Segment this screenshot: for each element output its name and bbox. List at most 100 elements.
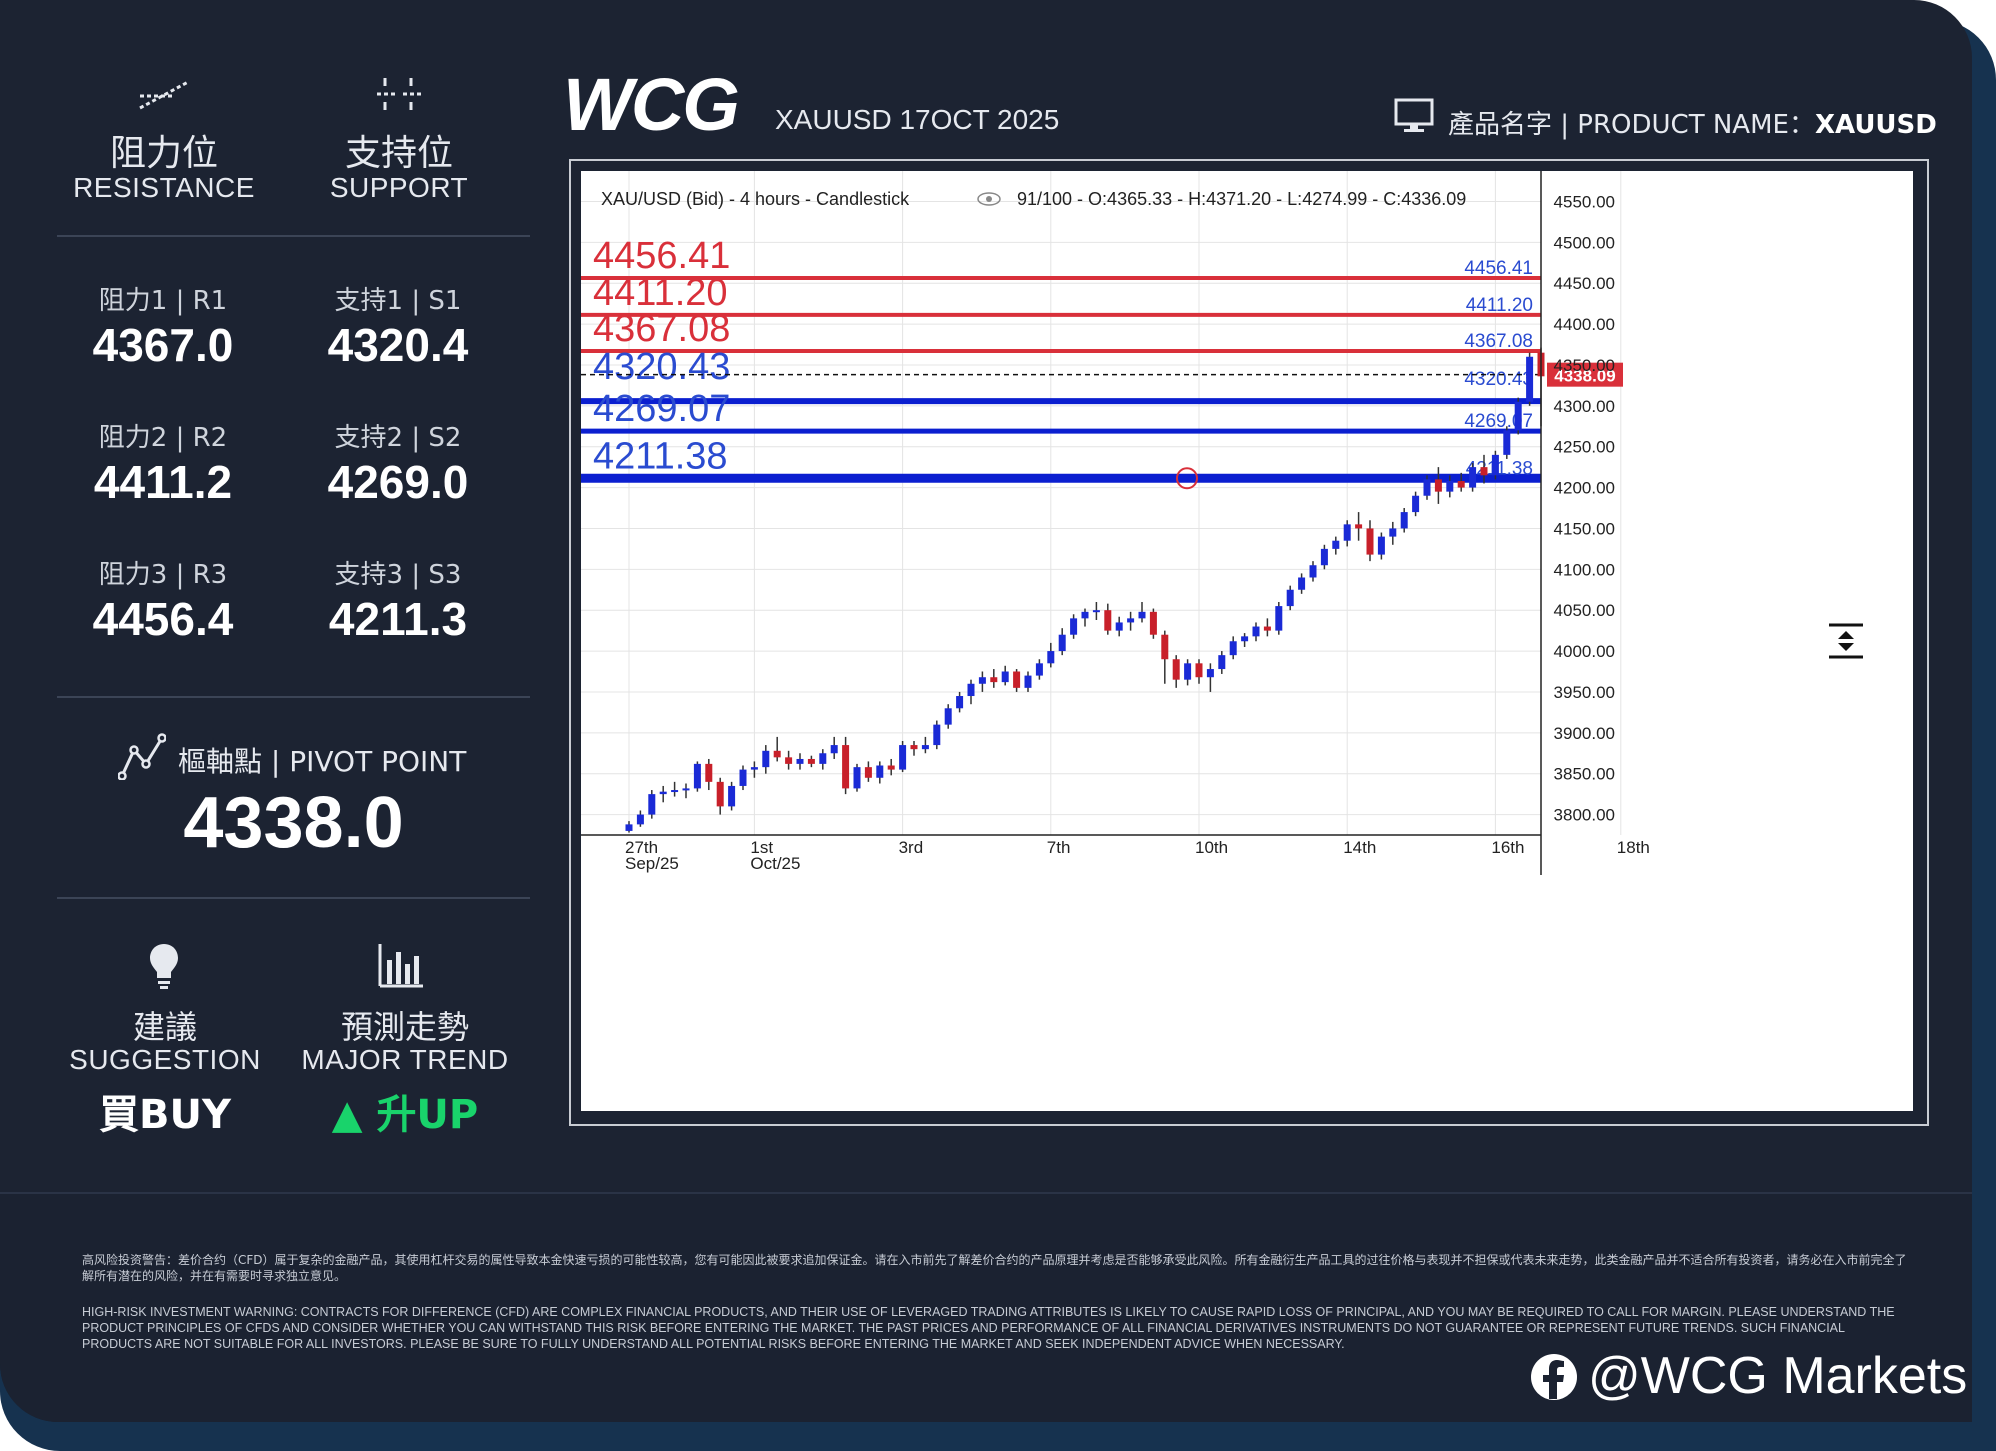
candle-body [671,790,679,793]
y-tick-label: 4050.00 [1554,601,1615,620]
s2-label: 支持2 | S2 [334,423,462,453]
candle-body [1434,479,1442,492]
candle-body [1332,540,1340,549]
s1-label: 支持1 | S1 [334,286,462,316]
resistance-title-cn: 阻力位 [109,133,218,174]
candle-body [1070,618,1078,635]
candle-body [1104,610,1112,631]
s3-value: 4211.3 [328,593,468,645]
social-handle[interactable]: @WCG Markets [1588,1347,1968,1405]
candle-body [773,750,781,758]
candle-body [1286,589,1294,607]
candle-body [1389,528,1397,537]
product-label: 產品名字 | PRODUCT NAME： [1448,110,1815,140]
candle-body [1127,618,1135,623]
divider [57,696,530,698]
monitor-icon [1394,98,1434,132]
candle-body [1366,528,1374,555]
x-tick-label: 3rd [899,838,924,857]
resistance-icon [139,80,189,110]
support-icon [377,78,421,110]
candle-body [1252,626,1260,637]
support-line-value: 4320.43 [1464,369,1533,390]
brand-logo: WCG [563,63,740,146]
product-name: 產品名字 | PRODUCT NAME：XAUUSD [1448,104,1937,141]
candle-body [864,767,872,778]
candle-body [716,781,724,807]
resistance-line-value: 4456.41 [1464,258,1533,279]
chart-subtitle: XAUUSD 17OCT 2025 [775,104,1060,135]
resistance-line-label: 4456.41 [593,235,730,277]
current-price-label: 4338.09 [1554,367,1615,386]
r1-value: 4367.0 [92,319,234,371]
candle-body [978,677,986,684]
trend-value: ▲ 升UP [331,1092,479,1138]
candle-body [762,750,770,768]
candle-body [1081,611,1089,619]
x-tick-label: 16th [1491,838,1524,857]
candle-body [944,708,952,725]
candle-body [682,788,690,791]
r2-label: 阻力2 | R2 [98,423,228,453]
candle-body [1149,611,1157,635]
y-tick-label: 4500.00 [1554,233,1615,252]
y-tick-label: 4300.00 [1554,397,1615,416]
resistance-line-label: 4367.08 [593,308,730,350]
trend-title-en: MAJOR TREND [301,1044,509,1075]
candle-body [625,824,633,831]
pivot-label: 樞軸點 | PIVOT POINT [178,745,467,778]
candle-body [659,791,667,795]
support-title-cn: 支持位 [344,133,453,174]
disclaimer-en: HIGH-RISK INVESTMENT WARNING: CONTRACTS … [82,1305,1895,1351]
candle-body [1013,671,1021,688]
candle-body [853,767,861,789]
candle-body [887,765,895,770]
facebook-icon[interactable] [1529,1352,1579,1402]
candle-body [1115,622,1123,631]
support-title-en: SUPPORT [329,172,469,203]
candle-body [1491,454,1499,476]
candle-body [1195,663,1203,678]
scroll-handle-icon[interactable] [1829,623,1863,659]
candle-body [693,763,701,789]
candle-body [705,763,713,782]
divider [57,235,530,237]
chart-area: 4456.41 4456.41 4411.20 4411.20 4367.08 4367.… [581,171,1913,1111]
y-tick-label: 4550.00 [1554,192,1615,211]
y-tick-label: 3950.00 [1554,683,1615,702]
chart-title: XAU/USD (Bid) - 4 hours - Candlestick [601,189,910,209]
suggestion-value: 買BUY [99,1092,231,1138]
product-value: XAUUSD [1814,110,1937,140]
s3-label: 支持3 | S3 [334,560,462,590]
candle-body [899,745,907,770]
candle-body [1457,481,1465,488]
candle-body [739,769,747,786]
y-tick-label: 4100.00 [1554,560,1615,579]
support-line-value: 4269.07 [1464,411,1533,432]
candle-body [1035,663,1043,676]
trend-title-cn: 預測走勢 [340,1008,469,1046]
pivot-value: 4338.0 [183,783,404,863]
x-tick-label: 18th [1617,838,1650,857]
candle-body [807,758,815,764]
y-tick-label: 4150.00 [1554,519,1615,538]
x-tick-label: 1st [750,838,773,857]
r1-label: 阻力1 | R1 [98,286,228,316]
candle-body [1480,467,1488,476]
lightbulb-icon [150,944,178,989]
candle-body [1320,548,1328,566]
candle-body [967,683,975,697]
candle-body [1047,651,1055,664]
s1-value: 4320.4 [327,319,469,371]
candle-body [921,745,929,750]
candle-body [1138,611,1146,619]
r2-value: 4411.2 [93,456,233,508]
candle-body [933,724,941,746]
candle-body [1446,481,1454,492]
x-tick-sublabel: Sep/25 [625,854,679,873]
candle-body [1526,356,1534,402]
resistance-line-label: 4411.20 [593,272,728,314]
candle-body [1058,634,1066,652]
support-line-label: 4269.07 [593,388,730,430]
